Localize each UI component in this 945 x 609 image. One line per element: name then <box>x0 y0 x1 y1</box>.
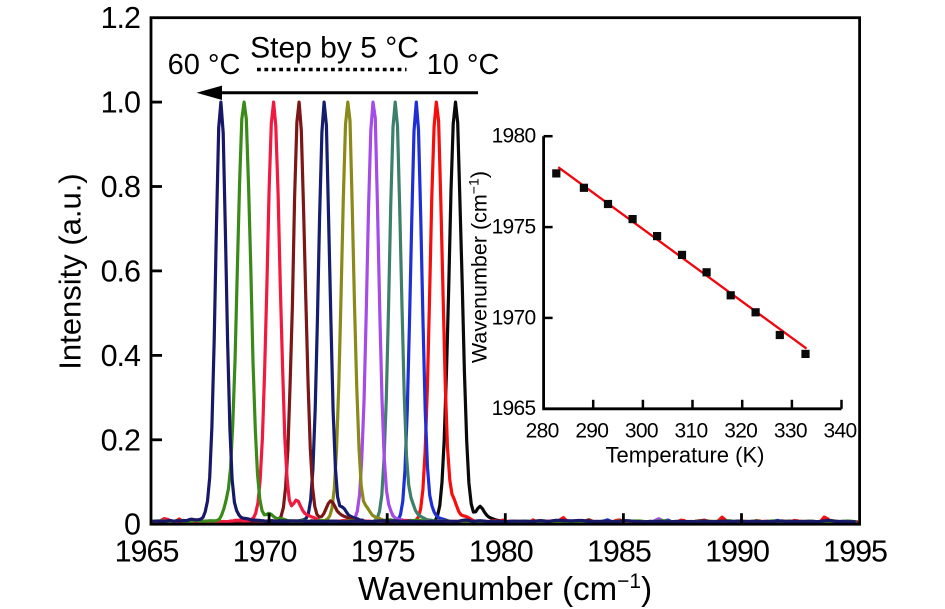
svg-text:Intensity (a.u.): Intensity (a.u.) <box>53 173 88 369</box>
svg-text:1965: 1965 <box>115 535 179 569</box>
svg-text:0.6: 0.6 <box>101 254 140 288</box>
svg-text:1965: 1965 <box>492 397 536 420</box>
svg-text:280: 280 <box>526 419 559 442</box>
svg-text:310: 310 <box>675 419 708 442</box>
svg-text:10 °C: 10 °C <box>427 49 500 81</box>
svg-text:1980: 1980 <box>469 535 533 569</box>
svg-text:Temperature (K): Temperature (K) <box>606 443 765 468</box>
svg-text:1970: 1970 <box>492 306 536 329</box>
svg-text:60 °C: 60 °C <box>168 49 241 81</box>
svg-text:Wavenumber (cm−1): Wavenumber (cm−1) <box>466 171 492 363</box>
svg-text:0.4: 0.4 <box>101 339 141 373</box>
svg-text:1.2: 1.2 <box>101 1 140 35</box>
svg-text:1975: 1975 <box>351 535 415 569</box>
svg-text:1980: 1980 <box>492 125 536 148</box>
svg-text:0: 0 <box>124 508 140 542</box>
svg-text:1995: 1995 <box>823 535 887 569</box>
svg-text:1985: 1985 <box>587 535 651 569</box>
svg-text:290: 290 <box>575 419 608 442</box>
svg-text:300: 300 <box>625 419 658 442</box>
svg-text:Step by 5 °C: Step by 5 °C <box>250 32 419 65</box>
svg-text:0.2: 0.2 <box>101 423 140 457</box>
svg-text:Wavenumber (cm−1): Wavenumber (cm−1) <box>358 570 652 607</box>
svg-text:1975: 1975 <box>492 216 536 239</box>
svg-text:1.0: 1.0 <box>101 86 140 120</box>
svg-text:1970: 1970 <box>233 535 297 569</box>
svg-text:0.8: 0.8 <box>101 170 140 204</box>
svg-text:1990: 1990 <box>705 535 769 569</box>
svg-text:320: 320 <box>724 419 757 442</box>
svg-text:330: 330 <box>774 419 807 442</box>
svg-text:340: 340 <box>824 419 857 442</box>
